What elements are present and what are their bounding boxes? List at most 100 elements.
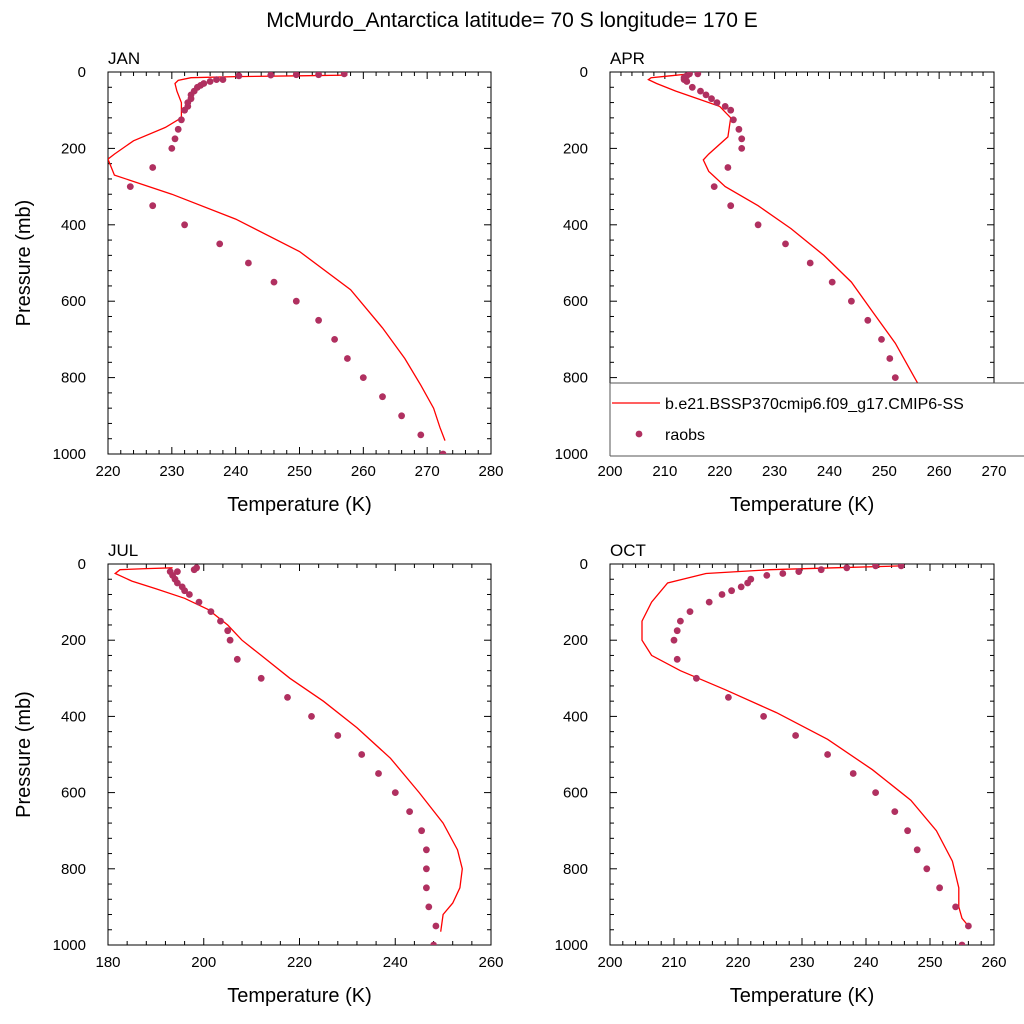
y-tick-label: 600 [563,293,588,310]
raobs-point [195,598,203,606]
raobs-point [398,412,405,420]
raobs-point [713,99,721,106]
raobs-point [379,393,386,401]
raobs-point [697,87,704,95]
raobs-point [735,125,743,133]
raobs-point [226,636,234,644]
panel-title: APR [610,49,645,68]
x-tick-label: 260 [351,463,376,480]
raobs-point [828,278,836,286]
raobs-point [878,336,885,343]
x-tick-label: 200 [191,954,216,971]
x-tick-label: 240 [853,954,878,971]
y-tick-label: 400 [563,708,588,725]
y-tick-label: 600 [61,785,86,802]
raobs-point [693,674,700,682]
raobs-point [782,240,789,248]
raobs-point [418,827,425,835]
raobs-point [224,627,232,635]
raobs-point [806,259,814,267]
x-tick-label: 230 [159,463,184,480]
raobs-point [686,608,694,615]
raobs-point [213,76,220,83]
raobs-point [425,903,433,911]
x-tick-label: 270 [981,463,1006,480]
y-tick-label: 600 [563,785,588,802]
y-tick-label: 1000 [53,937,86,954]
raobs-point [891,808,899,815]
raobs-point [913,846,921,854]
panel-title: JUL [108,541,138,560]
raobs-point [430,941,437,945]
y-tick-label: 600 [61,293,86,310]
x-tick-label: 260 [927,463,952,480]
raobs-point [217,617,224,625]
panel-title: JAN [108,49,140,68]
raobs-point [728,587,735,595]
x-tick-label: 220 [725,954,750,971]
raobs-point [178,116,185,124]
raobs-point [423,865,430,873]
raobs-point [891,374,899,381]
raobs-point [923,865,931,873]
raobs-point [744,579,751,587]
raobs-point [730,116,737,124]
y-tick-label: 0 [78,556,86,573]
x-tick-label: 180 [95,954,120,971]
raobs-point [267,72,275,79]
raobs-point [391,789,399,796]
raobs-point [872,564,879,570]
raobs-point [849,770,857,777]
raobs-point [174,125,182,133]
y-tick-label: 400 [61,708,86,725]
y-tick-label: 800 [563,861,588,878]
x-tick-label: 210 [652,463,677,480]
raobs-point [181,221,189,229]
y-tick-label: 1000 [53,446,86,463]
panel-jan: JAN 220 230 240 250 260 270 280 0 200 400 600 800 100… [13,49,504,516]
model-profile-line [641,565,969,927]
raobs-point [358,751,366,758]
raobs-point [257,674,265,682]
x-tick-label: 240 [383,954,408,971]
raobs-point [763,572,771,579]
x-tick-label: 230 [762,463,787,480]
raobs-point [737,583,745,591]
raobs-point [683,78,691,85]
raobs-point [359,374,367,381]
x-tick-label: 280 [478,463,503,480]
raobs-point [904,827,911,835]
x-tick-label: 220 [287,954,312,971]
y-tick-label: 0 [580,64,588,81]
y-tick-label: 200 [61,140,86,157]
raobs-point [149,202,157,210]
raobs-point [439,450,447,454]
raobs-point [344,355,351,362]
raobs-point [270,278,278,286]
raobs-point [705,598,713,606]
raobs-point [727,106,735,114]
y-tick-label: 200 [563,632,588,649]
y-tick-label: 1000 [555,446,588,463]
model-profile-line [647,73,951,442]
model-profile-line [113,567,463,932]
legend-raobs-swatch [635,430,643,438]
raobs-point [936,884,943,892]
x-tick-label: 200 [597,463,622,480]
y-tick-label: 200 [61,632,86,649]
raobs-point [708,95,715,103]
x-tick-label: 250 [917,954,942,971]
y-tick-label: 800 [563,370,588,387]
y-tick-label: 800 [61,861,86,878]
raobs-point [872,789,879,796]
raobs-point [886,355,894,362]
y-tick-label: 400 [563,217,588,234]
x-tick-label: 210 [661,954,686,971]
raobs-point [423,846,430,854]
x-tick-label: 250 [872,463,897,480]
raobs-point [670,636,678,644]
model-profile-line [108,74,446,441]
x-tick-label: 260 [981,954,1006,971]
